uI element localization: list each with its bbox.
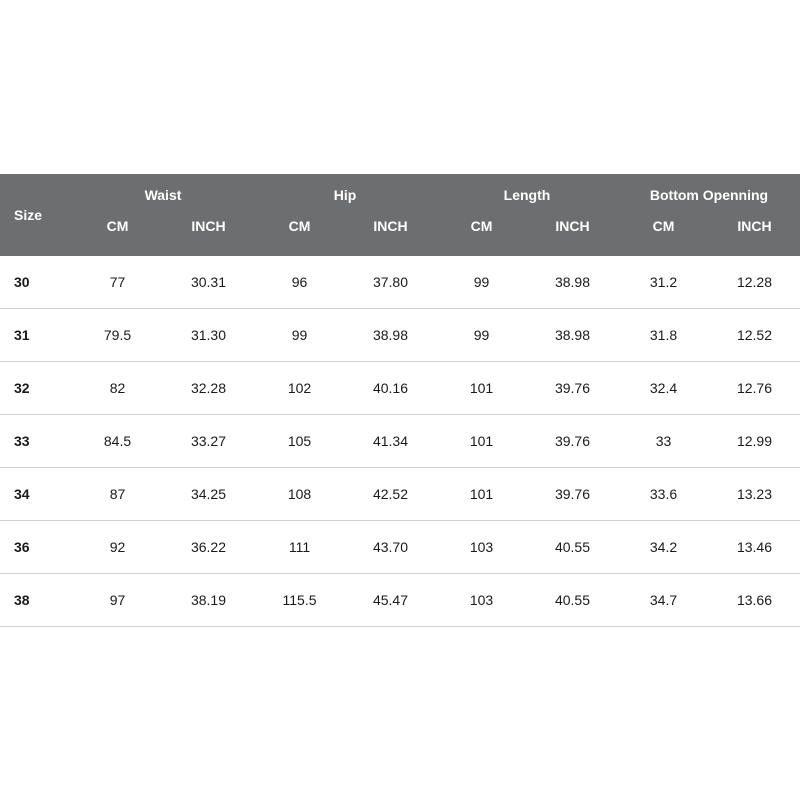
size-cell: 38: [0, 573, 72, 626]
hip-cm: 111: [254, 520, 345, 573]
length-inch: 38.98: [527, 256, 618, 309]
hip-inch: 37.80: [345, 256, 436, 309]
col-group-bottom-opening: Bottom Openning: [618, 174, 800, 216]
length-cm: 101: [436, 361, 527, 414]
table-row: 369236.2211143.7010340.5534.213.46: [0, 520, 800, 573]
hip-cm: 105: [254, 414, 345, 467]
waist-inch: 30.31: [163, 256, 254, 309]
bottom-cm: 31.8: [618, 308, 709, 361]
col-bottom-cm: CM: [618, 216, 709, 256]
header-row-groups: Size Waist Hip Length Bottom Openning: [0, 174, 800, 216]
bottom-cm: 31.2: [618, 256, 709, 309]
hip-cm: 102: [254, 361, 345, 414]
col-bottom-inch: INCH: [709, 216, 800, 256]
col-size-header: Size: [0, 174, 72, 256]
bottom-cm: 33: [618, 414, 709, 467]
col-hip-inch: INCH: [345, 216, 436, 256]
waist-inch: 38.19: [163, 573, 254, 626]
length-inch: 39.76: [527, 414, 618, 467]
length-inch: 39.76: [527, 467, 618, 520]
hip-inch: 43.70: [345, 520, 436, 573]
length-inch: 38.98: [527, 308, 618, 361]
waist-cm: 92: [72, 520, 163, 573]
waist-inch: 32.28: [163, 361, 254, 414]
table-row: 3179.531.309938.989938.9831.812.52: [0, 308, 800, 361]
waist-cm: 97: [72, 573, 163, 626]
bottom-cm: 34.2: [618, 520, 709, 573]
table-row: 307730.319637.809938.9831.212.28: [0, 256, 800, 309]
bottom-inch: 12.99: [709, 414, 800, 467]
waist-inch: 33.27: [163, 414, 254, 467]
bottom-inch: 12.52: [709, 308, 800, 361]
hip-inch: 41.34: [345, 414, 436, 467]
hip-inch: 42.52: [345, 467, 436, 520]
hip-cm: 115.5: [254, 573, 345, 626]
size-cell: 33: [0, 414, 72, 467]
length-cm: 99: [436, 308, 527, 361]
size-cell: 34: [0, 467, 72, 520]
hip-cm: 108: [254, 467, 345, 520]
waist-cm: 82: [72, 361, 163, 414]
col-waist-cm: CM: [72, 216, 163, 256]
hip-inch: 38.98: [345, 308, 436, 361]
length-cm: 101: [436, 414, 527, 467]
bottom-inch: 12.76: [709, 361, 800, 414]
col-group-length: Length: [436, 174, 618, 216]
size-chart-body: 307730.319637.809938.9831.212.283179.531…: [0, 256, 800, 627]
waist-cm: 84.5: [72, 414, 163, 467]
bottom-cm: 34.7: [618, 573, 709, 626]
header-row-units: CM INCH CM INCH CM INCH CM INCH: [0, 216, 800, 256]
waist-inch: 36.22: [163, 520, 254, 573]
table-row: 348734.2510842.5210139.7633.613.23: [0, 467, 800, 520]
col-group-hip: Hip: [254, 174, 436, 216]
bottom-cm: 33.6: [618, 467, 709, 520]
length-cm: 103: [436, 520, 527, 573]
waist-cm: 87: [72, 467, 163, 520]
waist-inch: 34.25: [163, 467, 254, 520]
waist-cm: 77: [72, 256, 163, 309]
col-hip-cm: CM: [254, 216, 345, 256]
hip-cm: 96: [254, 256, 345, 309]
length-inch: 40.55: [527, 520, 618, 573]
size-chart-table: Size Waist Hip Length Bottom Openning CM…: [0, 174, 800, 627]
size-cell: 31: [0, 308, 72, 361]
size-cell: 36: [0, 520, 72, 573]
col-length-inch: INCH: [527, 216, 618, 256]
length-inch: 39.76: [527, 361, 618, 414]
bottom-cm: 32.4: [618, 361, 709, 414]
waist-inch: 31.30: [163, 308, 254, 361]
length-cm: 103: [436, 573, 527, 626]
hip-inch: 45.47: [345, 573, 436, 626]
bottom-inch: 13.23: [709, 467, 800, 520]
bottom-inch: 13.66: [709, 573, 800, 626]
size-cell: 30: [0, 256, 72, 309]
table-row: 389738.19115.545.4710340.5534.713.66: [0, 573, 800, 626]
hip-cm: 99: [254, 308, 345, 361]
waist-cm: 79.5: [72, 308, 163, 361]
hip-inch: 40.16: [345, 361, 436, 414]
table-row: 328232.2810240.1610139.7632.412.76: [0, 361, 800, 414]
col-group-waist: Waist: [72, 174, 254, 216]
length-cm: 101: [436, 467, 527, 520]
bottom-inch: 13.46: [709, 520, 800, 573]
col-waist-inch: INCH: [163, 216, 254, 256]
col-length-cm: CM: [436, 216, 527, 256]
table-row: 3384.533.2710541.3410139.763312.99: [0, 414, 800, 467]
size-cell: 32: [0, 361, 72, 414]
length-cm: 99: [436, 256, 527, 309]
bottom-inch: 12.28: [709, 256, 800, 309]
length-inch: 40.55: [527, 573, 618, 626]
